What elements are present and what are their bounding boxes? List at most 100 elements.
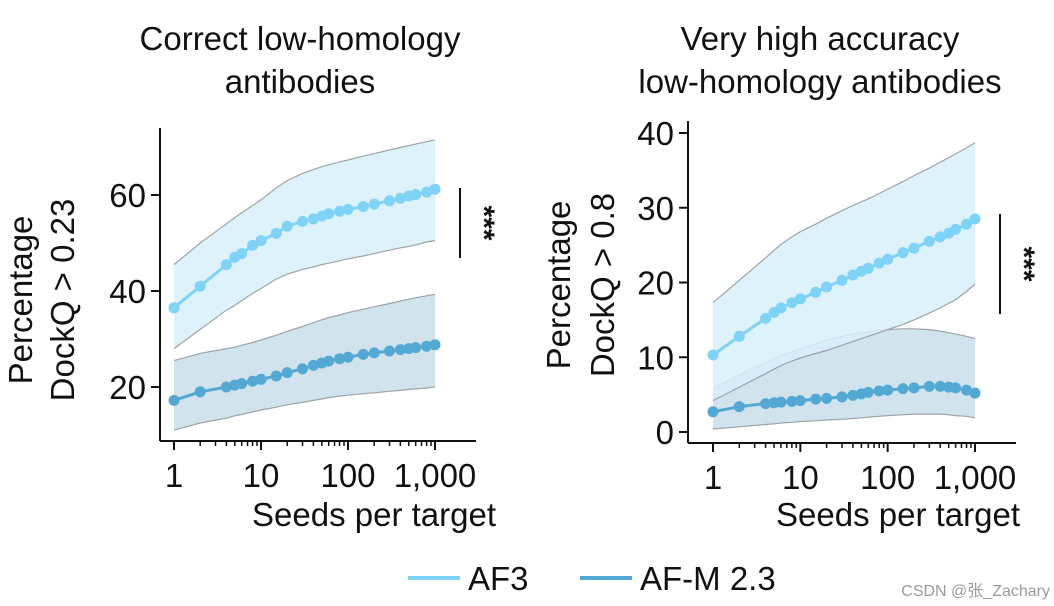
panel-1-af3-confidence-band: [174, 139, 435, 349]
panel-2-afm-point: [862, 386, 874, 398]
panel-2-y-axis-label-line-2: DockQ > 0.8: [584, 193, 621, 377]
panel-2-afm-point: [810, 393, 822, 405]
panel-2-y-axis-label-line-1: Percentage: [540, 201, 577, 370]
panel-1-y-tick-label: 60: [109, 177, 146, 214]
panel-1-afm-point: [384, 345, 395, 357]
panel-1-af3-point: [281, 220, 293, 232]
chart-panel-2: Very high accuracy low-homology antibodi…: [540, 20, 1040, 533]
panel-2-significance-label: ***: [1007, 246, 1040, 281]
panel-2-afm-point: [961, 384, 972, 396]
panel-2-plot-area: [707, 142, 981, 430]
panel-1-af3-point: [394, 192, 406, 204]
panel-2-x-tick-label: 100: [860, 459, 915, 496]
panel-1-afm-point: [236, 378, 248, 390]
panel-1-af3-point: [194, 280, 206, 292]
panel-2-afm-point: [707, 406, 719, 418]
panel-1-x-axis-label: Seeds per target: [252, 496, 496, 533]
panel-1-afm-point: [194, 386, 206, 398]
panel-2-afm-point: [882, 384, 894, 396]
panel-2-afm-point: [760, 398, 772, 410]
panel-2-afm-point: [908, 382, 920, 394]
panel-2-af3-point: [786, 297, 798, 309]
panel-2-afm-point: [969, 387, 981, 399]
panel-1-af3-point: [168, 302, 180, 314]
panel-2-x-tick-label: 10: [782, 459, 819, 496]
panel-1-significance-label: ***: [467, 205, 500, 240]
panel-2-af3-point: [847, 269, 859, 281]
panel-2-af3-point: [934, 231, 946, 243]
panel-1-afm-point: [247, 375, 259, 387]
panel-2-af3-point: [961, 218, 972, 230]
panel-2-af3-point: [836, 274, 848, 286]
panel-1-af3-band-upper-edge: [173, 139, 436, 266]
panel-2-afm-point: [794, 395, 806, 407]
panel-1-afm-point: [421, 340, 433, 352]
panel-2-af3-point: [950, 223, 962, 235]
panel-2-afm-point: [775, 396, 787, 408]
panel-2-af3-point: [873, 257, 885, 269]
panel-1-af3-point: [255, 235, 267, 247]
panel-2-afm-point: [873, 385, 885, 397]
panel-1-y-tick-label: 40: [109, 273, 146, 310]
watermark: CSDN @张_Zachary: [901, 582, 1050, 600]
panel-1-af3-point: [357, 201, 369, 212]
panel-2-afm-band-lower-edge: [712, 413, 976, 430]
panel-1-af3-point: [236, 248, 248, 260]
panel-2-af3-point: [707, 349, 719, 361]
legend: AF3 AF-M 2.3: [408, 560, 776, 597]
chart-panel-1: Correct low-homology antibodies 20 40 60 1…: [2, 20, 500, 533]
panel-2-x-axis-label: Seeds per target: [776, 496, 1020, 533]
panel-1-af3-point: [247, 239, 259, 251]
panel-1-af3-point: [410, 189, 422, 200]
panel-2-x-ticks: 1 10 100 1,000: [704, 443, 1016, 496]
panel-1-af3-point: [334, 205, 346, 217]
panel-2-x-tick-label: 1,000: [934, 459, 1017, 496]
panel-2-af3-band-lower-edge: [712, 283, 976, 402]
panel-2-af3-point: [923, 235, 935, 247]
panel-1-af3-point: [384, 195, 395, 207]
panel-2-af3-point: [733, 330, 745, 342]
panel-1-afm-point: [307, 359, 319, 371]
legend-label-afm: AF-M 2.3: [640, 560, 776, 597]
panel-2-afm-point: [923, 380, 935, 392]
panel-1-af3-point: [297, 215, 308, 227]
panel-1-x-tick-label: 100: [320, 457, 375, 494]
panel-2-af3-point: [897, 247, 909, 259]
panel-1-af3-point: [220, 259, 232, 271]
panel-2-title-line-2: low-homology antibodies: [638, 63, 1001, 100]
panel-1-y-axis-label-line-1: Percentage: [2, 216, 39, 385]
panel-1-af3-point: [342, 203, 354, 215]
panel-2-af3-point: [908, 242, 920, 254]
panel-2-afm-point: [847, 389, 859, 401]
panel-1-x-ticks: 1 10 100 1,000: [165, 441, 476, 494]
panel-2-af3-point: [794, 293, 806, 305]
panel-2-x-tick-label: 1: [704, 459, 722, 496]
panel-2-afm-point: [934, 380, 946, 392]
panel-1-afm-point: [394, 344, 406, 356]
panel-1-afm-point: [168, 394, 180, 406]
panel-2-afm-point: [733, 401, 745, 413]
panel-1-af3-point: [421, 186, 433, 198]
panel-1-afm-point: [342, 351, 354, 363]
panel-2-afm-point: [786, 395, 798, 407]
panel-1-afm-point: [323, 355, 335, 367]
panel-1-x-tick-label: 1,000: [394, 457, 477, 494]
panel-2-afm-point: [836, 391, 848, 403]
panel-2-y-tick-label: 30: [637, 190, 674, 227]
panel-1-afm-point: [281, 367, 293, 379]
panel-2-afm-point: [950, 382, 962, 394]
panel-2-y-ticks: 0 10 20 30 40: [637, 115, 688, 451]
panel-2-af3-point: [862, 262, 874, 274]
legend-label-af3: AF3: [468, 560, 529, 597]
panel-1-x-tick-label: 10: [243, 457, 280, 494]
panel-2-afm-point: [897, 383, 909, 395]
panel-1-afm-point: [255, 373, 267, 385]
panel-2-af3-band-upper-edge: [712, 142, 976, 304]
panel-2-af3-point: [775, 302, 787, 314]
panel-1-x-tick-label: 1: [165, 457, 183, 494]
panel-1-y-axis-label-line-2: DockQ > 0.23: [44, 199, 81, 402]
panel-1-af3-point: [429, 183, 441, 195]
panel-1-y-ticks: 20 40 60: [109, 177, 160, 406]
panel-2-y-tick-label: 10: [637, 339, 674, 376]
